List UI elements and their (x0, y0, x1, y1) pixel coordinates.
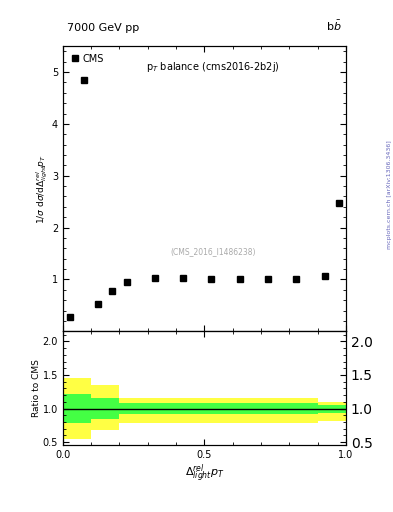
CMS (294, 276, 299, 283)
Y-axis label: Ratio to CMS: Ratio to CMS (32, 359, 41, 417)
CMS (237, 276, 242, 282)
CMS (68, 314, 72, 320)
CMS (96, 301, 101, 307)
Text: mcplots.cern.ch [arXiv:1306.3436]: mcplots.cern.ch [arXiv:1306.3436] (387, 140, 392, 249)
Text: p$_{T}$ balance (cms2016-2b2j): p$_{T}$ balance (cms2016-2b2j) (146, 60, 280, 74)
Line: CMS: CMS (67, 77, 342, 319)
CMS (181, 275, 185, 282)
Legend: CMS: CMS (68, 51, 107, 67)
Text: 7000 GeV pp: 7000 GeV pp (67, 23, 139, 33)
CMS (322, 273, 327, 279)
Y-axis label: 1/$\sigma$ d$\sigma$/d$\Delta^{rel}_{light}p_{T}$: 1/$\sigma$ d$\sigma$/d$\Delta^{rel}_{lig… (35, 154, 50, 224)
Text: (CMS_2016_I1486238): (CMS_2016_I1486238) (170, 247, 255, 256)
CMS (152, 275, 157, 282)
CMS (82, 77, 86, 83)
CMS (209, 276, 214, 282)
CMS (124, 279, 129, 285)
CMS (110, 288, 115, 294)
CMS (336, 200, 341, 206)
X-axis label: $\Delta^{rel}_{light}p_{T}$: $\Delta^{rel}_{light}p_{T}$ (185, 463, 224, 485)
Text: b$\bar{b}$: b$\bar{b}$ (326, 19, 342, 33)
CMS (266, 276, 270, 282)
